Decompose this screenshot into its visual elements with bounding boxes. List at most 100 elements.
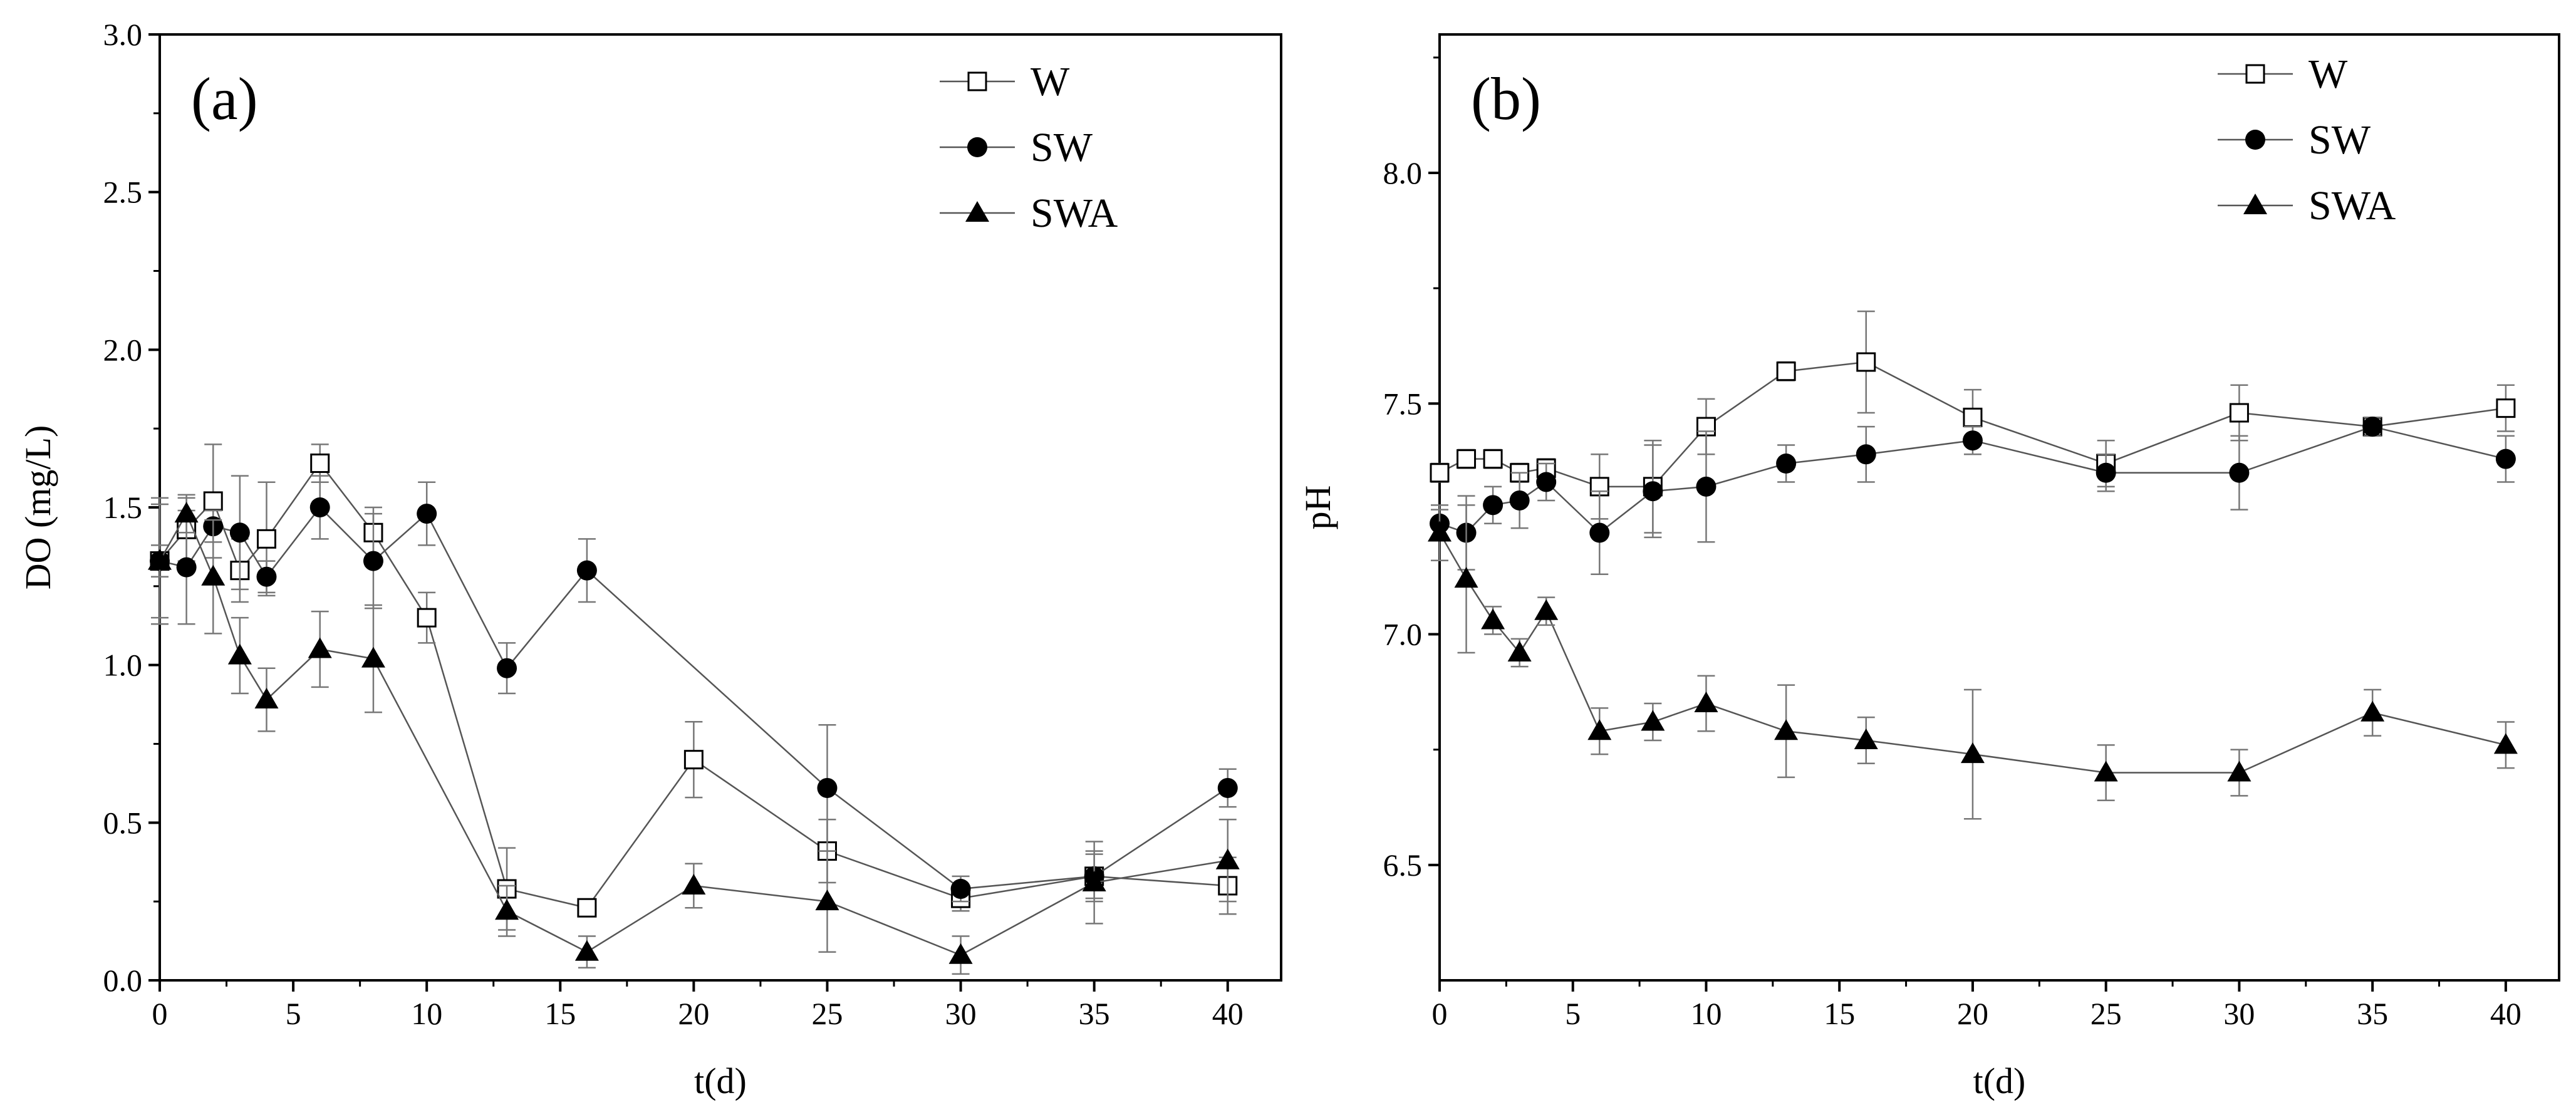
data-point-W (683, 750, 704, 770)
data-point-W (1776, 361, 1796, 381)
x-tick-label: 20 (1957, 996, 1988, 1031)
data-point-W (1589, 477, 1609, 497)
legend-entry-SWA: SWA (2218, 183, 2396, 229)
x-tick-label: 0 (1432, 996, 1448, 1031)
legend-entry-SW: SW (940, 125, 1093, 170)
y-tick-label: 1.0 (103, 648, 143, 683)
y-tick-label: 8.0 (1383, 155, 1423, 190)
data-point-SWA (1960, 742, 1985, 764)
legend-marker-SW (2245, 130, 2265, 150)
data-point-SW (1217, 777, 1238, 798)
data-point-SWA (1854, 728, 1878, 749)
data-point-W (310, 454, 330, 474)
x-tick-label: 5 (1565, 996, 1581, 1031)
data-point-W (417, 608, 437, 628)
data-point-SW (1483, 495, 1504, 516)
data-point-W (1483, 449, 1503, 469)
legend-entry-W: W (940, 59, 1070, 105)
legend-label: SWA (2309, 183, 2396, 229)
data-point-SWA (1774, 719, 1799, 740)
data-point-SWA (574, 940, 599, 961)
data-point-SW (417, 504, 437, 524)
chart-panel-b: 0 5 10 15 20 25 30 35 40 6.5 7.0 7.5 8.0 t(d) pH (b) W SW… (1297, 33, 2560, 1101)
x-tick-label: 0 (152, 996, 168, 1031)
x-tick-label: 40 (2490, 996, 2521, 1031)
legend-marker-SW (967, 137, 987, 157)
data-point-SWA (2360, 700, 2385, 722)
legend-label: SWA (1031, 190, 1118, 236)
x-tick-label: 25 (2090, 996, 2122, 1031)
data-point-SW (1962, 430, 1983, 451)
panel-label: (b) (1471, 65, 1541, 132)
y-tick-label: 0.5 (103, 805, 143, 840)
legend-label: W (2309, 51, 2348, 97)
legend-marker-W (967, 71, 987, 91)
data-point-SWA (1534, 599, 1559, 620)
legend-marker-SWA (2243, 194, 2267, 214)
data-point-SWA (308, 637, 332, 658)
y-tick-label: 0.0 (103, 963, 143, 998)
data-point-SW (2362, 417, 2383, 437)
legend-marker-W (2245, 64, 2265, 84)
x-axis-title: t(d) (1973, 1061, 2026, 1101)
y-tick-label: 6.5 (1383, 848, 1423, 883)
data-point-SWA (201, 564, 226, 586)
y-tick-label: 7.5 (1383, 386, 1423, 421)
data-point-SWA (1694, 692, 1718, 713)
data-point-SW (817, 777, 838, 798)
data-point-SW (229, 522, 250, 543)
data-point-SW (1589, 522, 1610, 543)
chart-panel-a: 0 5 10 15 20 25 30 35 40 0.0 0.5 1.0 1.5 2.0 2.5 3.0 t(d… (18, 17, 1282, 1101)
data-point-W (1856, 352, 1876, 372)
legend-entry-SWA: SWA (940, 190, 1118, 236)
data-point-SW (309, 497, 330, 517)
data-point-SWA (1454, 567, 1478, 588)
x-tick-label: 40 (1212, 996, 1244, 1031)
data-point-SWA (2493, 733, 2518, 754)
x-axis-title: t(d) (694, 1061, 747, 1101)
data-point-W (577, 898, 597, 918)
y-tick-label: 1.5 (103, 490, 143, 525)
legend-label: SW (1031, 125, 1093, 170)
series-SWA (148, 494, 1240, 975)
x-tick-label: 10 (1690, 996, 1722, 1031)
data-point-W (1963, 407, 1983, 427)
data-point-SW (1696, 476, 1716, 497)
data-point-SWA (2094, 760, 2118, 782)
data-point-SWA (495, 899, 519, 920)
x-tick-label: 30 (2223, 996, 2255, 1031)
x-tick-label: 15 (1824, 996, 1855, 1031)
data-point-W (1457, 449, 1477, 469)
data-point-SW (1776, 454, 1797, 474)
data-point-SWA (174, 502, 199, 523)
series-SW (150, 475, 1238, 903)
x-tick-label: 20 (678, 996, 709, 1031)
x-tick-label: 5 (286, 996, 301, 1031)
series-line-SWA (158, 512, 1228, 957)
y-tick-label: 7.0 (1383, 617, 1423, 652)
x-tick-label: 25 (811, 996, 843, 1031)
data-point-SWA (2227, 760, 2251, 782)
data-point-SWA (1428, 521, 1452, 542)
legend-entry-W: W (2218, 51, 2348, 97)
data-point-W (256, 529, 276, 549)
data-point-SWA (254, 688, 279, 709)
data-point-SWA (1215, 848, 1240, 869)
data-point-SW (2495, 449, 2516, 469)
x-tick-label: 35 (2357, 996, 2388, 1031)
data-point-SW (1536, 472, 1557, 492)
legend-label: W (1031, 59, 1070, 105)
x-tick-label: 35 (1079, 996, 1110, 1031)
data-point-SW (497, 658, 517, 678)
data-point-W (2229, 403, 2249, 423)
data-point-SW (1856, 444, 1876, 465)
data-point-SWA (682, 874, 706, 895)
data-point-SW (256, 566, 277, 587)
legend-label: SW (2309, 117, 2371, 163)
data-point-SWA (1641, 710, 1665, 731)
data-point-SW (1509, 490, 1530, 511)
data-point-SWA (1587, 719, 1612, 740)
data-point-SWA (227, 643, 252, 665)
x-tick-label: 15 (544, 996, 576, 1031)
plot-frame (1438, 33, 2560, 982)
